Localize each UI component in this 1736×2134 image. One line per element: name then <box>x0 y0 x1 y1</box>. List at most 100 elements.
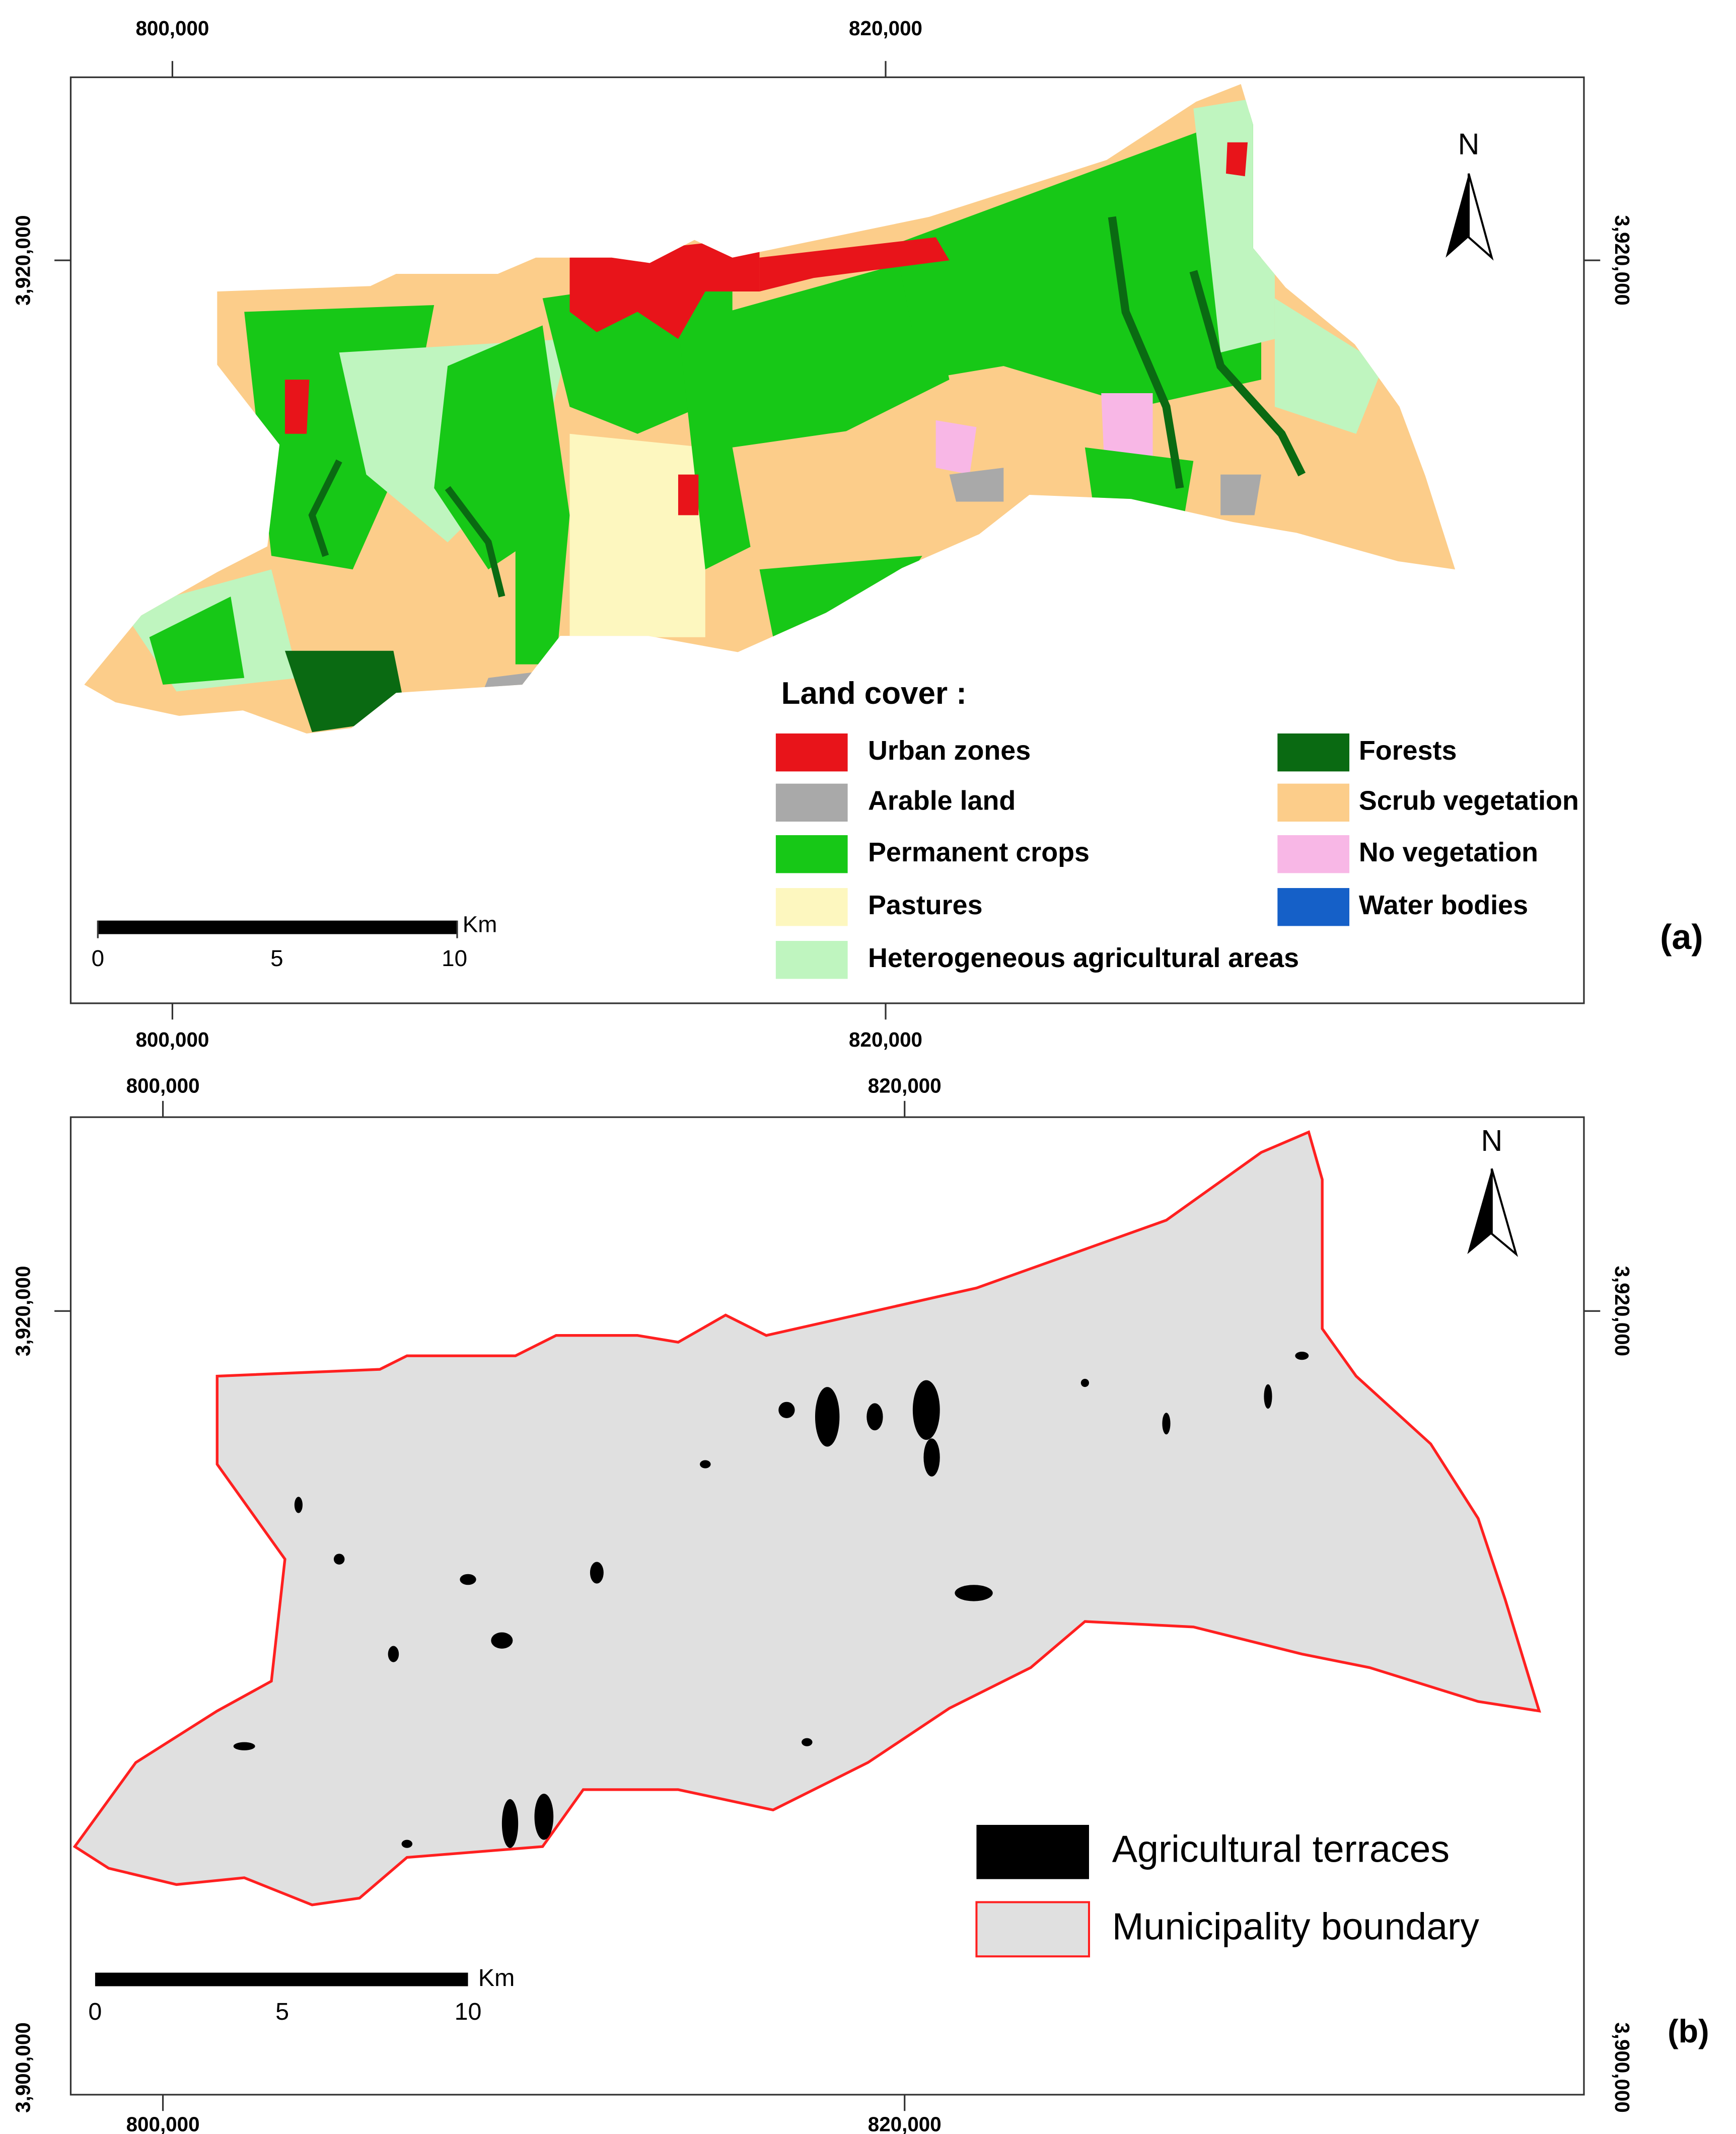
legend-label: Forests <box>1359 735 1457 766</box>
legend-swatch <box>775 733 848 772</box>
municipality-boundary <box>73 1130 1541 1906</box>
legend-label: Water bodies <box>1359 890 1528 920</box>
y-tick-label: 3,920,000 <box>1611 215 1634 306</box>
terraces-part <box>1162 1413 1171 1435</box>
legend-swatch <box>1277 888 1350 926</box>
land-cover-map-part <box>895 108 1262 407</box>
axis-ticks <box>54 61 1601 1020</box>
x-tick-label: 800,000 <box>135 17 209 40</box>
terraces-part <box>1295 1352 1309 1360</box>
land-cover-map-part <box>678 474 699 516</box>
terraces-part <box>700 1460 711 1468</box>
y-tick-label: 3,900,000 <box>1611 2022 1634 2113</box>
legend-label: Agricultural terraces <box>1112 1828 1450 1870</box>
north-arrow-part <box>1467 1168 1492 1255</box>
legend: Agricultural terraces Municipality bounda… <box>975 1824 1479 1958</box>
legend-swatch <box>1277 783 1350 822</box>
terraces-part <box>534 1794 554 1840</box>
terraces-part <box>955 1585 993 1601</box>
legend-label: Pastures <box>868 890 983 920</box>
legend-swatch <box>775 835 848 873</box>
scale-label: 5 <box>275 1998 289 2025</box>
x-tick-label: 820,000 <box>849 1028 922 1051</box>
legend-label: Municipality boundary <box>1112 1905 1479 1947</box>
scale-unit: Km <box>478 1964 515 1992</box>
legend-swatch <box>976 1824 1089 1879</box>
panel-label: (a) <box>1660 917 1703 956</box>
scale-label: 10 <box>455 1998 482 2025</box>
scale-label: 10 <box>442 945 467 971</box>
y-tick-label: 3,920,000 <box>12 1266 35 1356</box>
scale-bar-part <box>95 1972 468 1986</box>
land-cover-map-part <box>284 380 310 434</box>
land-cover-map-part <box>1274 298 1384 434</box>
legend-swatch <box>1277 733 1350 772</box>
land-cover-map-part <box>759 237 950 292</box>
terraces-part <box>1264 1384 1272 1409</box>
land-cover-map-part <box>1220 474 1262 516</box>
terraces-part <box>333 1554 345 1565</box>
legend-label: Scrub vegetation <box>1359 786 1579 816</box>
terraces-part <box>294 1497 303 1513</box>
x-tick-label: 820,000 <box>849 17 922 40</box>
y-tick-label: 3,920,000 <box>12 215 35 306</box>
scale-bar <box>97 920 458 938</box>
north-arrow <box>1467 1168 1518 1257</box>
scale-label: 5 <box>270 945 283 971</box>
legend-swatch <box>775 888 848 926</box>
panel-label: (b) <box>1668 2013 1709 2049</box>
terraces-part <box>815 1387 840 1447</box>
land-cover-map-part <box>308 459 342 557</box>
scale-unit: Km <box>463 912 497 937</box>
land-cover-map-part <box>569 433 705 637</box>
panel-a: 800,000 820,000 800,000 820,000 3,920,00… <box>12 17 1703 1051</box>
x-tick-label: 800,000 <box>126 1074 200 1097</box>
north-label: N <box>1481 1124 1502 1157</box>
terraces-part <box>401 1839 413 1848</box>
land-cover-map-part <box>1108 216 1184 489</box>
legend-label: Permanent crops <box>868 837 1090 867</box>
north-arrow-part <box>1468 173 1494 261</box>
legend-label: Urban zones <box>868 735 1031 766</box>
north-arrow-part <box>1490 1168 1518 1257</box>
axis-ticks <box>54 1100 1601 2111</box>
north-arrow-part <box>1445 173 1469 258</box>
land-cover-map-part <box>434 325 570 570</box>
legend-swatch <box>1277 835 1350 873</box>
x-tick-label: 800,000 <box>126 2113 200 2134</box>
scale-bar <box>95 1972 468 1986</box>
scale-bar-part <box>98 920 457 934</box>
legend-title: Land cover : <box>781 676 967 711</box>
scale-label: 0 <box>92 945 104 971</box>
scale-label: 0 <box>88 1998 102 2025</box>
land-cover-map-part <box>935 420 977 475</box>
x-tick-label: 820,000 <box>868 2113 942 2134</box>
terraces-part <box>491 1632 513 1649</box>
north-label: N <box>1458 127 1480 161</box>
terraces-part <box>388 1646 399 1662</box>
land-cover-map-part <box>1407 567 1449 632</box>
land-cover-map-part <box>569 237 760 339</box>
land-cover-map-part <box>515 515 570 665</box>
terraces-part <box>802 1738 813 1746</box>
land-cover-map-part <box>445 486 505 598</box>
x-tick-label: 800,000 <box>135 1028 209 1051</box>
y-tick-label: 3,900,000 <box>12 2022 35 2113</box>
terraces-part <box>233 1742 255 1750</box>
land-cover-map-part <box>759 556 922 637</box>
legend-label: Heterogeneous agricultural areas <box>868 943 1299 973</box>
legend-swatch <box>975 1901 1091 1958</box>
terraces-part <box>923 1438 940 1477</box>
land-cover-map-part <box>732 420 977 597</box>
map-frame <box>69 1116 1585 2096</box>
terraces-part <box>460 1574 476 1585</box>
land-cover-map-part <box>1189 270 1306 477</box>
map-frame <box>69 76 1585 1004</box>
land-cover-map <box>84 84 1456 733</box>
x-tick-label: 820,000 <box>868 1074 942 1097</box>
north-arrow <box>1445 173 1494 261</box>
terraces-part <box>590 1562 604 1584</box>
panel-b: 800,000 820,000 800,000 820,000 3,920,00… <box>12 1074 1709 2134</box>
